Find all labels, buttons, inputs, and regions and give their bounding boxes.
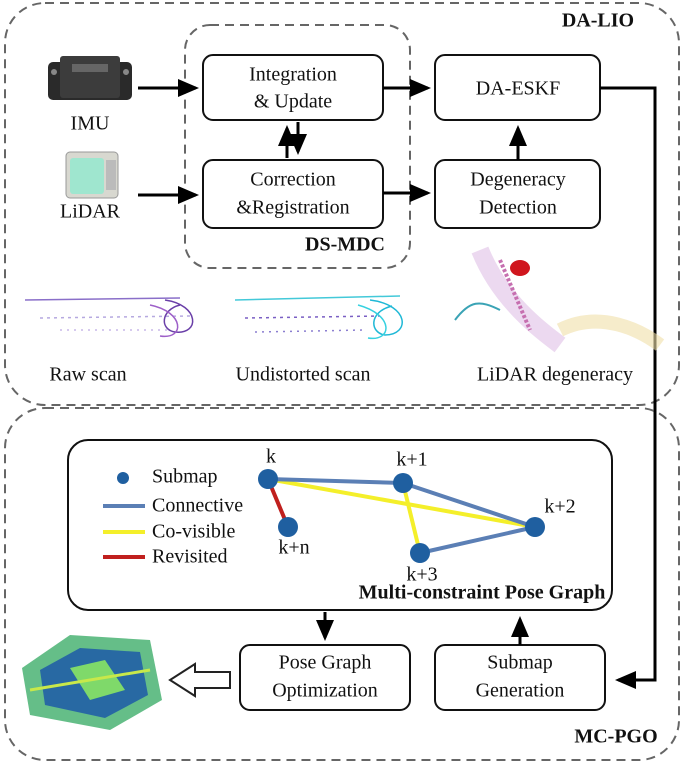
legend-label: Submap: [152, 466, 218, 488]
input-label: IMU: [71, 113, 110, 135]
box-label: Pose Graph: [279, 652, 372, 674]
node-label: k+2: [544, 496, 575, 518]
node-label: k+1: [396, 449, 427, 471]
legend-label: Revisited: [152, 546, 228, 568]
box-label: Submap: [487, 652, 553, 674]
node-label: k+n: [278, 537, 309, 559]
pose-graph-box: [67, 439, 613, 611]
legend-label: Connective: [152, 495, 243, 517]
box-label: Detection: [479, 197, 557, 219]
node-label: k: [266, 446, 276, 468]
da-lio-label: DA-LIO: [562, 10, 634, 32]
box-label: DA-ESKF: [476, 78, 560, 100]
legend-node: [117, 472, 129, 484]
mc-pgo-label: MC-PGO: [574, 726, 657, 748]
raw-scan-image: [24, 297, 194, 338]
box-label: Optimization: [272, 680, 378, 702]
ds-mdc-frame: [184, 24, 411, 269]
box-label: Degeneracy: [470, 169, 566, 191]
graph-nodes: [258, 469, 545, 563]
ds-mdc-label: DS-MDC: [305, 234, 385, 256]
legend-label: Co-visible: [152, 521, 235, 543]
pose-graph-title: Multi-constraint Pose Graph: [359, 582, 606, 604]
map-image: [22, 635, 162, 730]
caption: Raw scan: [49, 364, 126, 386]
box-label: Integration: [249, 64, 337, 86]
da-lio-frame: [4, 2, 680, 406]
input-label: LiDAR: [60, 201, 121, 223]
imu-icon: [48, 56, 132, 100]
box-label: Correction: [250, 169, 336, 191]
lidar-icon: [65, 151, 119, 199]
box-label: &Registration: [236, 197, 349, 219]
optimization-box: [239, 644, 411, 711]
node-label: k+3: [406, 564, 437, 586]
arrows: [168, 612, 529, 698]
box-label: & Update: [254, 91, 332, 113]
arrows: [138, 79, 657, 689]
undistorted-scan-image: [234, 295, 403, 340]
box-label: Generation: [476, 680, 565, 702]
caption: LiDAR degeneracy: [477, 364, 633, 386]
lidar-degeneracy-image: [454, 246, 665, 353]
caption: Undistorted scan: [236, 364, 371, 386]
